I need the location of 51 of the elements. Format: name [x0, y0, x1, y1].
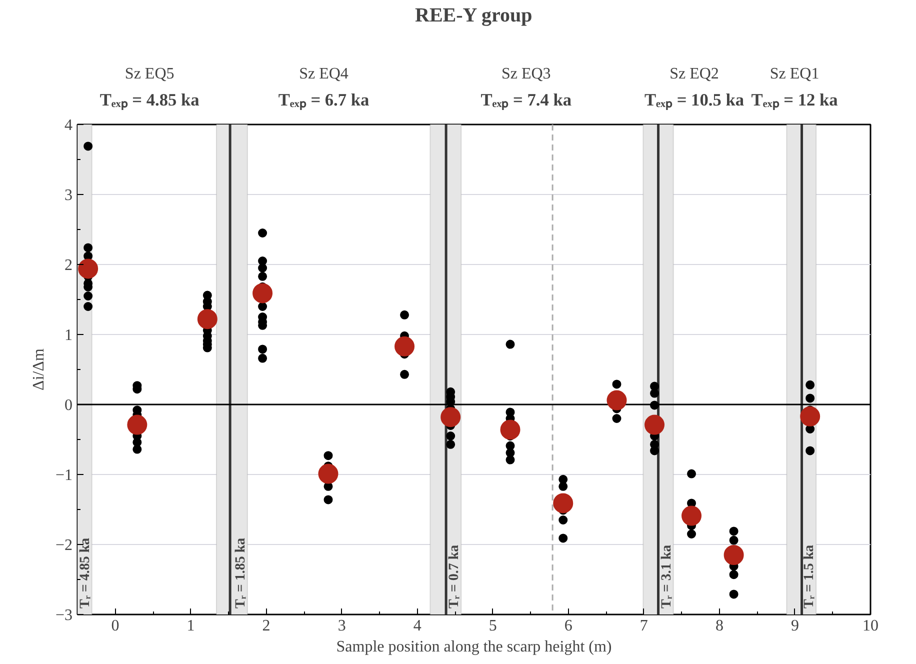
x-tick-label: 2	[262, 618, 270, 634]
x-tick-label: 1	[186, 618, 195, 634]
point	[127, 414, 148, 435]
text: Tₑₓₚ = 10.5 ka	[644, 90, 744, 110]
y-tick-label: 4	[64, 117, 72, 134]
point	[78, 258, 98, 279]
x-axis-title: Sample position along the scarp height (m)	[336, 638, 612, 656]
y-tick-label: 2	[64, 257, 72, 274]
band-label: Tᵣ = 0.7 ka	[447, 544, 462, 608]
text: Sz EQ5	[124, 66, 174, 82]
band-label: Tᵣ = 4.85 ka	[78, 538, 93, 608]
x-tick-label: 4	[413, 618, 422, 634]
point	[553, 493, 574, 514]
x-tick-label: 10	[862, 618, 878, 634]
text: Sz EQ1	[770, 66, 820, 82]
x-tick-label: 9	[790, 618, 799, 634]
y-axis-title: Δi/Δm	[30, 348, 48, 390]
text: Tₑₓₚ = 4.85 ka	[100, 90, 200, 110]
y-tick-label: −2	[55, 537, 73, 554]
x-tick-label: 7	[640, 618, 648, 634]
point	[644, 414, 664, 435]
y-tick-label: 3	[64, 187, 72, 204]
y-tick-label: 1	[64, 327, 72, 344]
x-tick-label: 8	[715, 618, 724, 634]
x-tick-label: 6	[564, 618, 572, 634]
text: Sz EQ3	[501, 66, 551, 82]
point	[800, 406, 820, 426]
text: Sz EQ2	[670, 66, 719, 82]
chart-title: REE-Y group	[415, 4, 532, 26]
point	[318, 464, 338, 484]
point	[682, 506, 702, 526]
point	[724, 545, 744, 565]
y-tick-label: −1	[55, 467, 73, 484]
x-tick-label: 5	[488, 618, 497, 634]
text: Tₑₓₚ = 12 ka	[751, 90, 838, 110]
point	[440, 407, 461, 428]
point	[500, 420, 520, 440]
text: Sz EQ4	[299, 66, 348, 82]
point	[197, 309, 218, 330]
x-tick-label: 3	[338, 618, 346, 634]
point	[606, 390, 627, 410]
band-label: Tᵣ = 1.5 ka	[802, 544, 818, 608]
x-tick-label: 0	[111, 618, 120, 634]
band-label: Tᵣ = 1.85 ka	[233, 538, 248, 608]
band-label: Tᵣ = 3.1 ka	[659, 544, 674, 608]
text: Tₑₓₚ = 6.7 ka	[278, 90, 370, 110]
point	[252, 283, 273, 304]
point	[394, 336, 415, 356]
y-tick-label: 0	[64, 397, 72, 414]
text: Tₑₓₚ = 7.4 ka	[480, 90, 572, 110]
y-tick-label: −3	[55, 607, 73, 624]
